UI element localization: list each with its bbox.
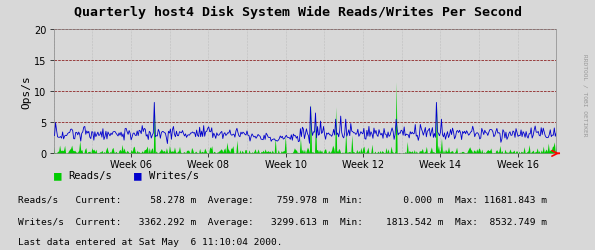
Text: ■: ■ — [54, 168, 61, 181]
Text: Last data entered at Sat May  6 11:10:04 2000.: Last data entered at Sat May 6 11:10:04 … — [18, 238, 283, 246]
Text: Reads/s: Reads/s — [68, 170, 112, 180]
Y-axis label: Ops/s: Ops/s — [21, 75, 32, 109]
Text: Writes/s  Current:   3362.292 m  Average:   3299.613 m  Min:    1813.542 m  Max:: Writes/s Current: 3362.292 m Average: 32… — [18, 217, 547, 226]
Text: Writes/s: Writes/s — [149, 170, 199, 180]
Text: ■: ■ — [134, 168, 142, 181]
Text: Quarterly host4 Disk System Wide Reads/Writes Per Second: Quarterly host4 Disk System Wide Reads/W… — [74, 6, 521, 19]
Text: RRDTOOL / TOBI OETIKER: RRDTOOL / TOBI OETIKER — [583, 54, 587, 136]
Text: Reads/s   Current:     58.278 m  Average:    759.978 m  Min:       0.000 m  Max:: Reads/s Current: 58.278 m Average: 759.9… — [18, 196, 547, 204]
